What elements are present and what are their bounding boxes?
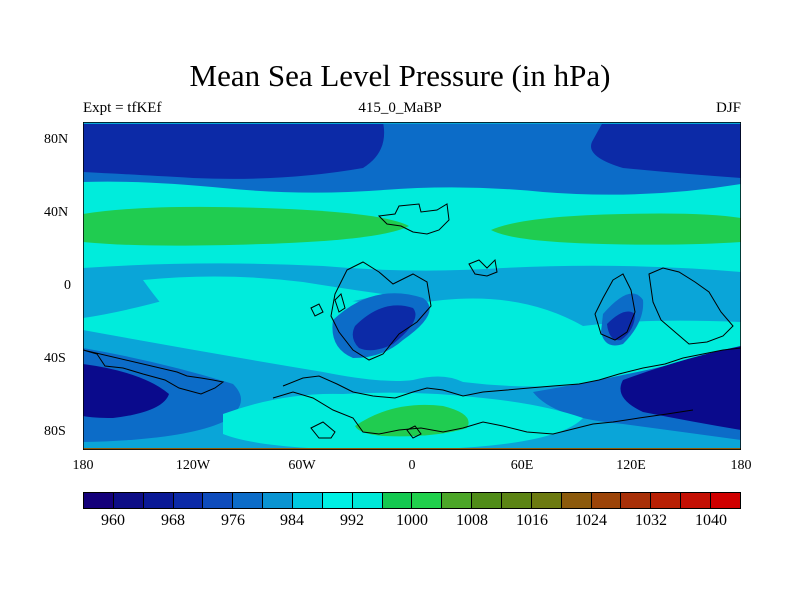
colorbar-label: 1032	[635, 512, 667, 529]
map-plot	[83, 122, 741, 450]
season-label: DJF	[715, 100, 741, 116]
colorbar-swatch	[621, 493, 652, 508]
colorbar-swatch	[173, 493, 204, 508]
colorbar	[83, 492, 741, 509]
lon-tick-180w: 180	[72, 458, 94, 473]
field-south-deep-west	[83, 364, 169, 418]
colorbar-swatch	[412, 493, 443, 508]
lon-tick-60w: 60W	[288, 458, 316, 473]
colorbar-label: 1000	[396, 512, 428, 529]
colorbar-swatch	[442, 493, 473, 508]
lon-tick-120e: 120E	[616, 458, 646, 473]
colorbar-swatch	[651, 493, 682, 508]
colorbar-swatch	[263, 493, 294, 508]
colorbar-swatch	[711, 493, 740, 508]
colorbar-swatch	[233, 493, 264, 508]
colorbar-label: 1040	[695, 512, 727, 529]
edge-strip-top	[83, 122, 741, 124]
colorbar-swatch	[293, 493, 323, 508]
field-australia-core	[607, 311, 635, 341]
colorbar-swatch	[681, 493, 712, 508]
field-south-america-core	[352, 305, 416, 351]
colorbar-swatch	[113, 493, 144, 508]
colorbar-swatch	[322, 493, 353, 508]
colorbar-swatch	[84, 493, 114, 508]
lat-tick-40s: 40S	[44, 351, 66, 366]
field-green-east	[491, 213, 741, 245]
coastlines	[83, 203, 741, 439]
lat-tick-0: 0	[64, 278, 71, 293]
edge-strip-bottom	[83, 448, 741, 450]
field-antarctic-green	[355, 404, 469, 437]
lat-tick-40n: 40N	[44, 205, 69, 220]
colorbar-swatch	[203, 493, 234, 508]
lat-tick-80s: 80S	[44, 424, 66, 439]
colorbar-swatch	[382, 493, 413, 508]
colorbar-swatch	[502, 493, 532, 508]
colorbar-swatch	[352, 493, 383, 508]
field-north-deep	[83, 122, 385, 179]
field-north-deep-east	[591, 122, 741, 178]
experiment-label: Expt = tfKEf	[83, 100, 162, 116]
colorbar-label: 976	[221, 512, 245, 529]
field-tropics-light	[143, 276, 383, 314]
lon-tick-0: 0	[408, 458, 416, 473]
colorbar-label: 968	[161, 512, 185, 529]
colorbar-label: 960	[101, 512, 125, 529]
colorbar-swatch	[561, 493, 592, 508]
colorbar-label: 992	[340, 512, 364, 529]
run-label: 415_0_MaBP	[358, 100, 442, 116]
colorbar-label: 1008	[456, 512, 488, 529]
colorbar-swatch	[531, 493, 562, 508]
colorbar-swatch	[143, 493, 174, 508]
colorbar-swatch	[472, 493, 503, 508]
colorbar-label: 1024	[575, 512, 607, 529]
lon-tick-60e: 60E	[510, 458, 534, 473]
chart-title: Mean Sea Level Pressure (in hPa)	[189, 58, 611, 93]
lat-tick-80n: 80N	[44, 132, 69, 147]
colorbar-label: 1016	[516, 512, 548, 529]
pressure-map	[83, 122, 741, 450]
field-green-west	[83, 206, 409, 246]
field-south-deep-east	[620, 346, 741, 430]
lon-tick-180e: 180	[730, 458, 752, 473]
lon-tick-120w: 120W	[175, 458, 211, 473]
colorbar-swatch	[591, 493, 622, 508]
colorbar-label: 984	[280, 512, 304, 529]
